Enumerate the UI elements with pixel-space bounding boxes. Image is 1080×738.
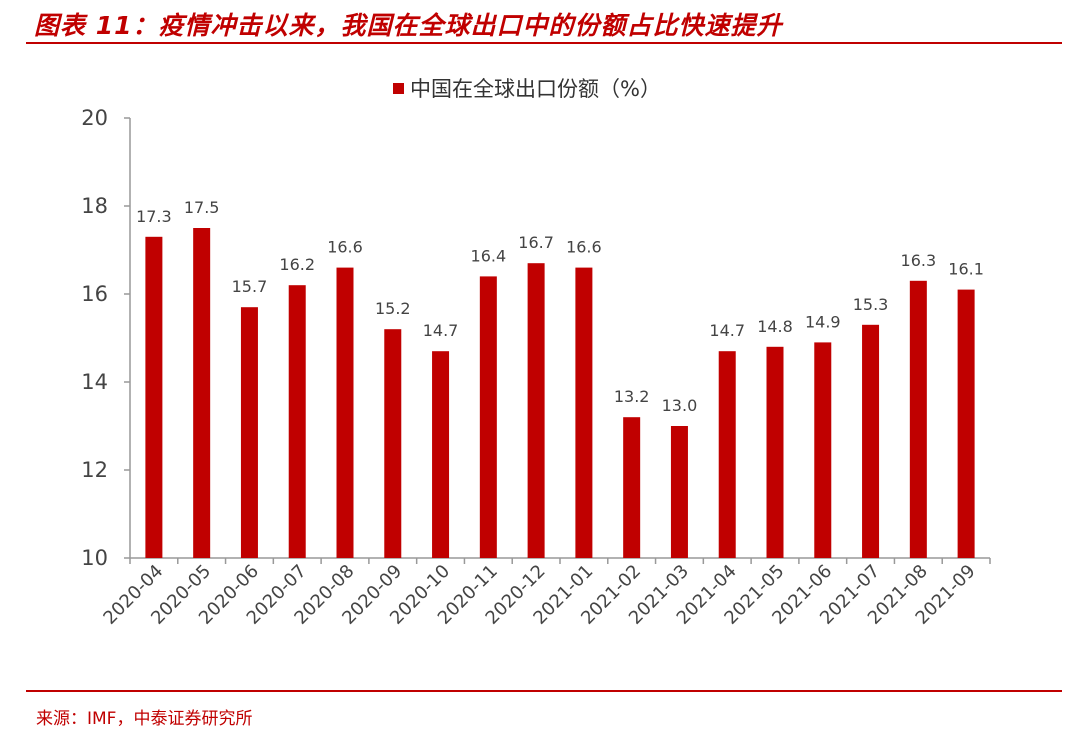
bar-series (145, 228, 975, 559)
source-divider (26, 690, 1062, 692)
y-tick-label: 12 (81, 458, 108, 482)
bar-data-label: 17.3 (136, 207, 172, 226)
bar-data-label: 14.8 (757, 317, 793, 336)
y-tick-label: 18 (81, 194, 108, 218)
bar (575, 267, 593, 558)
bar (479, 276, 497, 558)
bar (909, 280, 927, 558)
bar (432, 351, 450, 558)
bar-data-label: 16.7 (518, 233, 554, 252)
bar (957, 289, 975, 558)
bar (145, 236, 163, 559)
chart-legend: 中国在全球出口份额（%） (393, 77, 661, 101)
bar-data-label: 14.7 (423, 321, 459, 340)
bar (193, 228, 211, 558)
legend-label: 中国在全球出口份额（%） (410, 77, 661, 101)
y-axis: 10 12 14 16 18 20 (81, 106, 131, 570)
bar-data-label: 17.5 (184, 198, 220, 217)
bar-data-label: 13.2 (614, 387, 650, 406)
bar-data-label: 14.7 (709, 321, 745, 340)
bar (670, 426, 688, 558)
data-labels: 17.3 17.5 15.7 16.2 16.6 15.2 14.7 16.4 16.7 16.6… (136, 198, 984, 415)
bar (336, 267, 354, 558)
bar (384, 329, 402, 558)
bar-data-label: 15.2 (375, 299, 411, 318)
title-bar: 图表 11：疫情冲击以来，我国在全球出口中的份额占比快速提升 (26, 4, 1062, 44)
bar (623, 417, 641, 558)
y-tick-label: 16 (81, 282, 108, 306)
y-tick-label: 20 (81, 106, 108, 130)
bar-data-label: 16.1 (948, 260, 984, 279)
bar-data-label: 13.0 (662, 396, 698, 415)
bar-data-label: 16.3 (901, 251, 937, 270)
bar-data-label: 16.6 (566, 238, 602, 257)
bar (766, 346, 784, 558)
bar-chart: 中国在全球出口份额（%） 10 12 14 16 18 20 2020-042020-05… (81, 77, 991, 629)
bar (527, 263, 545, 558)
bar-data-label: 14.9 (805, 312, 841, 331)
source-note: 来源：IMF，中泰证券研究所 (36, 709, 253, 729)
bar-data-label: 15.7 (232, 277, 268, 296)
bar (240, 307, 258, 558)
bar-data-label: 16.6 (327, 238, 363, 257)
bar (814, 342, 832, 558)
bar (862, 324, 880, 558)
bar (288, 285, 306, 558)
page-title: 图表 11：疫情冲击以来，我国在全球出口中的份额占比快速提升 (34, 11, 783, 40)
legend-swatch (393, 83, 404, 94)
bar-data-label: 15.3 (853, 295, 889, 314)
x-axis: 2020-042020-052020-062020-072020-082020-… (99, 557, 991, 629)
bar-data-label: 16.4 (471, 246, 507, 265)
bar (718, 351, 736, 558)
y-tick-label: 10 (81, 546, 108, 570)
y-tick-label: 14 (81, 370, 108, 394)
bar-data-label: 16.2 (279, 255, 315, 274)
